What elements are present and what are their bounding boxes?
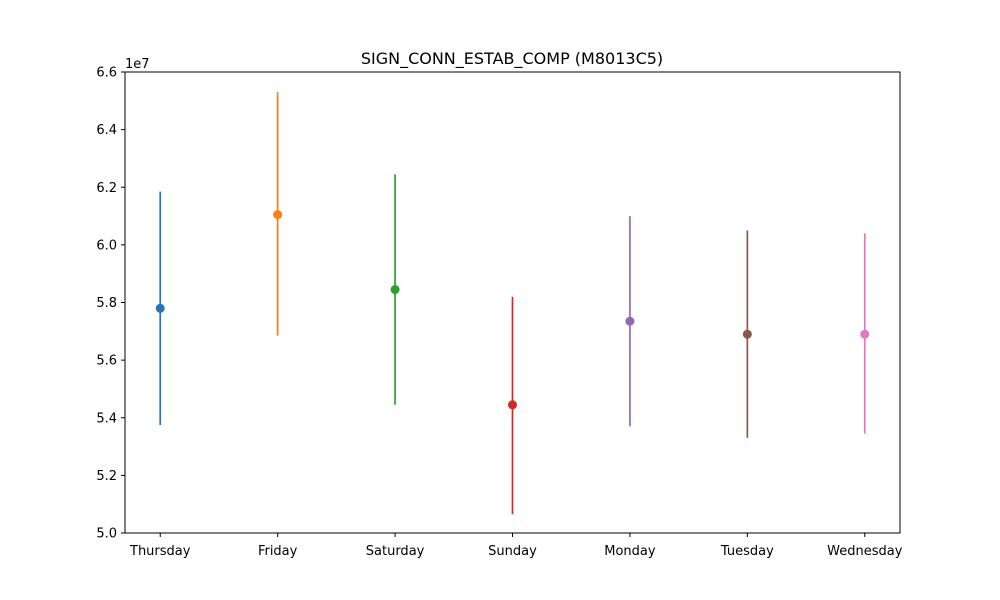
y-tick-label: 5.8 bbox=[96, 296, 117, 311]
y-tick-label: 5.2 bbox=[96, 469, 117, 484]
y-tick-label: 6.0 bbox=[96, 238, 117, 253]
chart-title: SIGN_CONN_ESTAB_COMP (M8013C5) bbox=[361, 49, 663, 69]
mean-point-tuesday bbox=[742, 329, 752, 339]
y-tick-label: 5.6 bbox=[96, 354, 117, 369]
x-tick-label: Friday bbox=[258, 544, 298, 559]
x-tick-label: Tuesday bbox=[720, 544, 774, 559]
y-tick-label: 6.4 bbox=[96, 123, 117, 138]
mean-point-sunday bbox=[508, 400, 517, 410]
mean-point-friday bbox=[273, 210, 283, 220]
mean-point-saturday bbox=[390, 285, 400, 295]
mean-point-thursday bbox=[155, 303, 165, 313]
x-tick-label: Thursday bbox=[129, 544, 191, 559]
x-tick-label: Sunday bbox=[488, 544, 537, 559]
x-tick-label: Saturday bbox=[366, 544, 425, 559]
y-tick-label: 6.6 bbox=[96, 66, 117, 81]
y-tick-label: 5.4 bbox=[96, 411, 117, 426]
mean-point-wednesday bbox=[860, 329, 870, 339]
y-axis-offset-label: 1e7 bbox=[125, 57, 150, 72]
y-axis: 5.0 5.2 5.4 5.6 5.8 6.0 6.2 6.4 6.6 bbox=[96, 66, 125, 542]
x-tick-label: Monday bbox=[604, 544, 656, 559]
data-series bbox=[155, 92, 870, 515]
y-tick-label: 6.2 bbox=[96, 181, 117, 196]
x-axis: Thursday Friday Saturday Sunday Monday Tuesda… bbox=[129, 533, 903, 559]
mean-point-monday bbox=[625, 316, 635, 326]
x-tick-label: Wednesday bbox=[827, 544, 903, 559]
y-tick-label: 5.0 bbox=[96, 527, 117, 542]
